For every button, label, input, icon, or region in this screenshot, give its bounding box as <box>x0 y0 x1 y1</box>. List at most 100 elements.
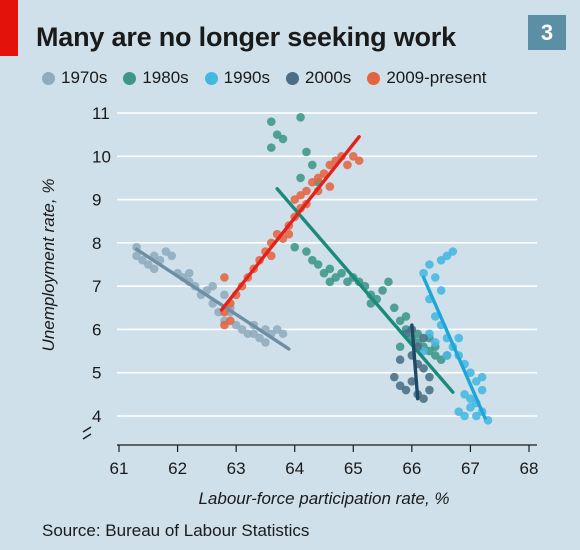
data-point <box>284 229 294 239</box>
data-point <box>425 385 434 395</box>
data-point <box>395 381 405 391</box>
data-point <box>167 251 177 261</box>
data-point <box>395 342 405 352</box>
legend-swatch <box>42 71 55 85</box>
legend-swatch <box>285 71 299 85</box>
y-tick-label: 5 <box>92 364 101 383</box>
legend-label: 1980s <box>142 68 189 87</box>
y-tick-label: 7 <box>92 277 101 296</box>
trend-line <box>410 323 420 401</box>
legend-item: 1990s <box>204 68 270 88</box>
legend-label: 2009-present <box>386 68 487 87</box>
y-tick-label: 10 <box>92 147 111 166</box>
legend-swatch <box>204 71 218 85</box>
legend: 1970s 1980s 1990s 2000s 2009-present <box>42 68 503 88</box>
y-tick-label: 6 <box>92 320 101 339</box>
x-tick-label: 63 <box>227 459 246 478</box>
y-tick-label: 11 <box>92 104 110 123</box>
data-point <box>296 173 305 183</box>
data-point <box>343 160 352 170</box>
data-point <box>419 394 428 403</box>
source-note: Source: Bureau of Labour Statistics <box>42 521 310 540</box>
data-point <box>430 312 440 321</box>
x-tick-label: 67 <box>461 459 480 478</box>
data-point <box>407 377 417 386</box>
data-point <box>325 277 335 287</box>
trend-line <box>134 247 291 351</box>
data-point <box>454 407 464 416</box>
data-point <box>419 333 428 343</box>
data-point <box>307 255 317 265</box>
data-point <box>442 351 452 360</box>
data-point <box>477 385 487 395</box>
x-tick-label: 65 <box>344 459 363 478</box>
data-point <box>278 329 288 339</box>
accent-bar <box>0 0 18 56</box>
legend-item: 1970s <box>42 68 107 88</box>
data-point <box>266 251 276 261</box>
trend-line <box>219 135 361 312</box>
data-point <box>278 134 288 144</box>
data-point <box>220 273 229 282</box>
data-point <box>184 268 194 278</box>
data-point <box>325 264 335 274</box>
data-point <box>454 333 464 343</box>
x-tick-label: 66 <box>402 459 421 478</box>
trend-line <box>275 187 455 394</box>
data-point <box>220 320 229 330</box>
data-point <box>302 186 311 196</box>
data-point <box>448 247 458 256</box>
y-tick-label: 8 <box>92 234 101 253</box>
legend-swatch <box>123 71 137 85</box>
legend-item: 1980s <box>123 68 189 88</box>
data-point <box>208 281 218 291</box>
data-point <box>266 117 276 126</box>
data-point <box>460 390 469 399</box>
data-point <box>220 290 229 300</box>
y-axis-label: Unemployment rate, % <box>39 179 58 352</box>
data-point <box>302 247 311 256</box>
y-tick-label: 9 <box>92 191 101 210</box>
data-point <box>354 156 364 165</box>
legend-item: 2009-present <box>367 68 487 88</box>
data-point <box>466 403 475 412</box>
x-tick-label: 68 <box>520 459 539 478</box>
data-point <box>302 147 311 157</box>
data-point <box>425 372 434 382</box>
y-tick-label: 4 <box>92 407 101 426</box>
x-axis-label: Labour-force participation rate, % <box>198 489 449 508</box>
data-point <box>296 113 305 122</box>
legend-label: 1990s <box>223 68 270 87</box>
x-tick-label: 62 <box>168 459 187 478</box>
data-point <box>337 268 346 278</box>
trend-line <box>421 275 487 420</box>
x-tick-label: 64 <box>285 459 304 478</box>
legend-swatch <box>367 71 381 85</box>
axis-break-icon <box>82 426 92 440</box>
data-point <box>266 143 276 152</box>
data-point <box>466 368 475 378</box>
data-point <box>149 264 159 274</box>
data-point <box>261 338 270 347</box>
data-point <box>389 372 399 382</box>
legend-item: 2000s <box>285 68 352 88</box>
chart-number-badge: 3 <box>528 15 566 50</box>
data-point <box>419 268 428 278</box>
data-point <box>430 338 440 347</box>
data-point <box>436 286 446 295</box>
data-point <box>395 355 405 365</box>
data-point <box>419 364 428 373</box>
x-tick-label: 61 <box>110 459 129 478</box>
data-point <box>307 160 317 170</box>
data-point <box>477 372 487 382</box>
data-point <box>384 277 393 287</box>
chart-title: Many are no longer seeking work <box>36 22 456 52</box>
data-point <box>401 312 411 321</box>
data-point <box>378 286 387 295</box>
data-point <box>290 242 300 252</box>
data-point <box>325 182 335 191</box>
legend-label: 2000s <box>304 68 352 87</box>
data-point <box>425 260 434 269</box>
legend-label: 1970s <box>61 68 108 87</box>
